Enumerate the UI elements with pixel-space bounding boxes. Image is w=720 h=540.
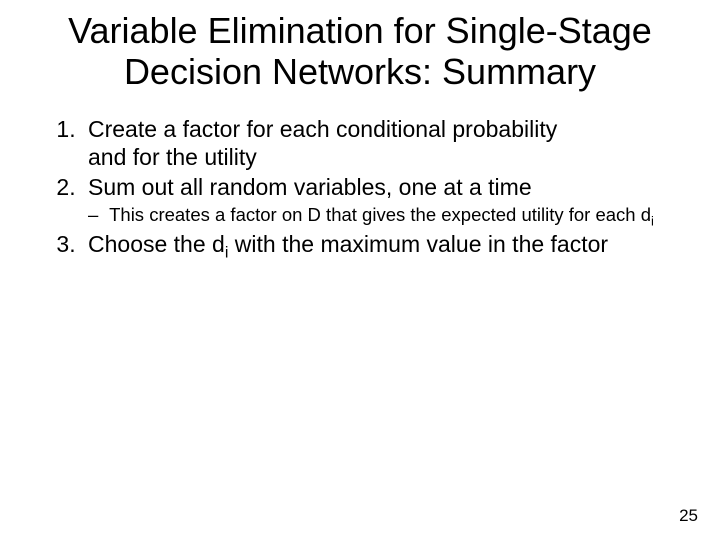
item2-text: Sum out all random variables, one at a t… [88, 174, 532, 200]
slide-title: Variable Elimination for Single-Stage De… [0, 0, 720, 93]
item1-line1: Create a factor for each conditional pro… [88, 116, 557, 142]
item3-b: with the maximum value in the factor [228, 231, 608, 257]
title-line-1: Variable Elimination for Single-Stage [68, 10, 652, 51]
list-item-1: Create a factor for each conditional pro… [82, 115, 690, 171]
list-item-3: Choose the di with the maximum value in … [82, 230, 690, 258]
sub2-text: This creates a factor on D that gives th… [109, 204, 651, 225]
item3-a: Choose the d [88, 231, 225, 257]
slide-body: Create a factor for each conditional pro… [0, 93, 720, 258]
ordered-list: Create a factor for each conditional pro… [30, 115, 690, 258]
list-item-2: Sum out all random variables, one at a t… [82, 173, 690, 226]
dash-icon: – [88, 203, 98, 226]
sub2-subscript: i [651, 214, 654, 229]
page-number: 25 [679, 506, 698, 526]
subitem-2: – This creates a factor on D that gives … [88, 203, 690, 226]
title-line-2: Decision Networks: Summary [124, 51, 596, 92]
slide: Variable Elimination for Single-Stage De… [0, 0, 720, 540]
item1-line2: and for the utility [88, 144, 257, 170]
